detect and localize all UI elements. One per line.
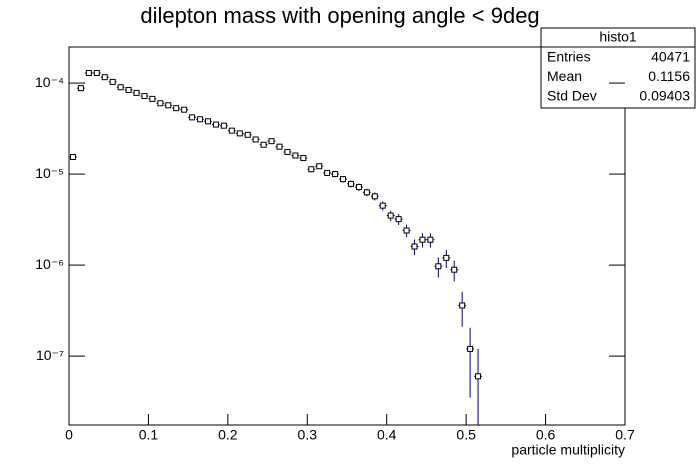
marker	[308, 166, 315, 173]
marker	[276, 143, 283, 150]
marker	[292, 152, 299, 159]
marker	[69, 154, 76, 161]
marker	[236, 130, 243, 137]
marker	[252, 136, 259, 143]
x-tick-label: 0.6	[536, 427, 556, 443]
stats-label: Mean	[547, 68, 582, 84]
marker	[117, 84, 124, 91]
marker	[165, 102, 172, 109]
marker	[427, 236, 434, 243]
marker	[133, 89, 140, 96]
x-axis-label: particle multiplicity	[511, 442, 625, 458]
x-tick-label: 0.4	[377, 427, 397, 443]
marker	[141, 93, 148, 100]
marker	[347, 180, 354, 187]
marker	[93, 69, 100, 76]
marker	[300, 155, 307, 162]
marker	[125, 86, 132, 93]
marker	[260, 141, 267, 148]
plot-area	[69, 69, 483, 425]
marker	[371, 193, 378, 200]
marker	[268, 138, 275, 145]
marker	[475, 373, 482, 380]
stats-value: 0.09403	[639, 88, 690, 104]
y-tick-label: 10⁻⁷	[36, 347, 64, 363]
x-tick-label: 0.5	[456, 427, 476, 443]
stats-frame	[540, 27, 696, 109]
x-tick-label: 0.1	[139, 427, 159, 443]
stats-label: Std Dev	[547, 88, 597, 104]
marker	[220, 122, 227, 129]
marker	[284, 148, 291, 155]
marker	[443, 254, 450, 261]
y-tick-label: 10⁻⁵	[35, 165, 64, 181]
marker	[332, 171, 339, 178]
marker	[244, 131, 251, 138]
marker	[387, 212, 394, 219]
stats-box: histo1 Entries 40471 Mean 0.1156 Std Dev 0.09…	[540, 27, 696, 109]
x-tick-label: 0.3	[298, 427, 318, 443]
marker	[419, 236, 426, 243]
marker	[149, 95, 156, 102]
marker	[340, 176, 347, 183]
stats-value: 40471	[651, 49, 690, 65]
marker	[379, 202, 386, 209]
marker	[459, 302, 466, 309]
marker	[205, 118, 211, 125]
x-tick-label: 0.2	[218, 427, 238, 443]
stats-title: histo1	[599, 29, 637, 45]
chart-title: dilepton mass with opening angle < 9deg	[140, 3, 539, 28]
marker	[212, 121, 219, 128]
marker	[181, 106, 188, 113]
marker	[363, 189, 370, 196]
marker	[173, 105, 180, 112]
y-tick-label: 10⁻⁴	[35, 74, 64, 90]
marker	[85, 69, 92, 76]
marker	[467, 345, 474, 352]
marker	[316, 163, 323, 170]
y-tick-label: 10⁻⁶	[35, 256, 64, 272]
marker	[355, 184, 362, 191]
marker	[77, 85, 84, 92]
marker	[324, 169, 331, 176]
marker	[451, 266, 458, 273]
x-tick-label: 0	[65, 427, 73, 443]
marker	[109, 78, 116, 85]
plot-frame	[68, 46, 626, 426]
marker	[101, 74, 108, 81]
stats-value: 0.1156	[648, 68, 690, 84]
marker	[189, 114, 196, 121]
marker	[403, 227, 410, 234]
marker	[395, 216, 402, 223]
marker	[228, 127, 235, 134]
x-tick-label: 0.7	[615, 427, 635, 443]
stats-label: Entries	[547, 49, 591, 65]
marker	[435, 263, 442, 270]
marker	[411, 243, 418, 250]
marker	[157, 100, 164, 107]
marker	[197, 116, 204, 123]
